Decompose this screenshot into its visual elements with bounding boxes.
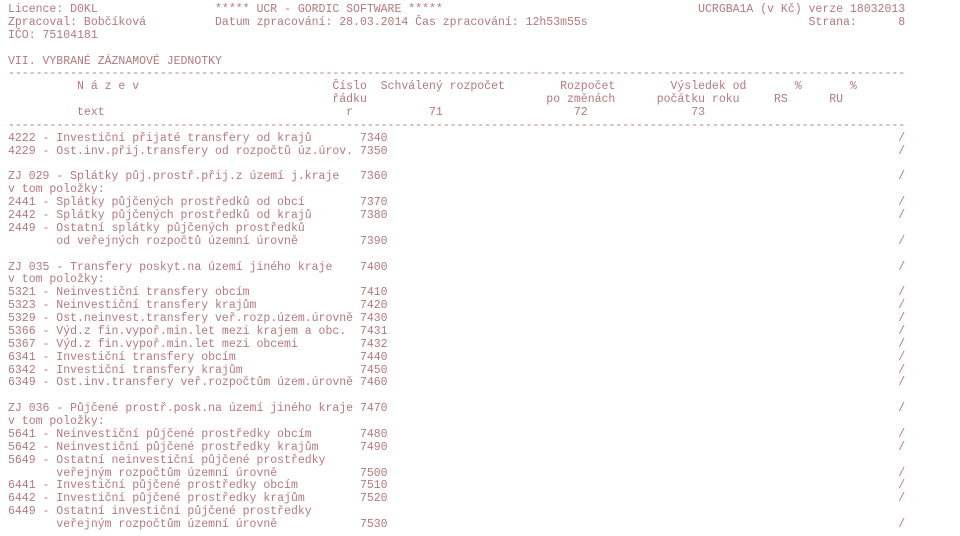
report-body: Licence: D0KL ***** UCR - GORDIC SOFTWAR… [0,0,960,536]
